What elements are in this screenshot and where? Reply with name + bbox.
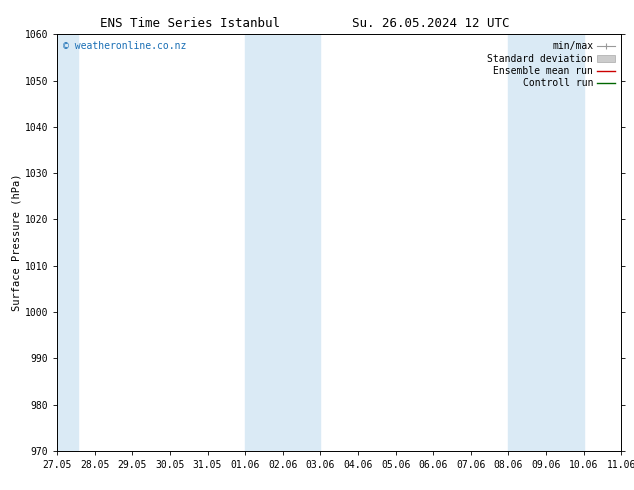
Legend: min/max, Standard deviation, Ensemble mean run, Controll run: min/max, Standard deviation, Ensemble me… <box>486 39 616 90</box>
Y-axis label: Surface Pressure (hPa): Surface Pressure (hPa) <box>12 174 22 311</box>
Bar <box>508 34 584 451</box>
Text: Su. 26.05.2024 12 UTC: Su. 26.05.2024 12 UTC <box>353 17 510 30</box>
Text: ENS Time Series Istanbul: ENS Time Series Istanbul <box>100 17 280 30</box>
Text: © weatheronline.co.nz: © weatheronline.co.nz <box>63 41 186 50</box>
Bar <box>245 34 320 451</box>
Bar <box>57 34 78 451</box>
